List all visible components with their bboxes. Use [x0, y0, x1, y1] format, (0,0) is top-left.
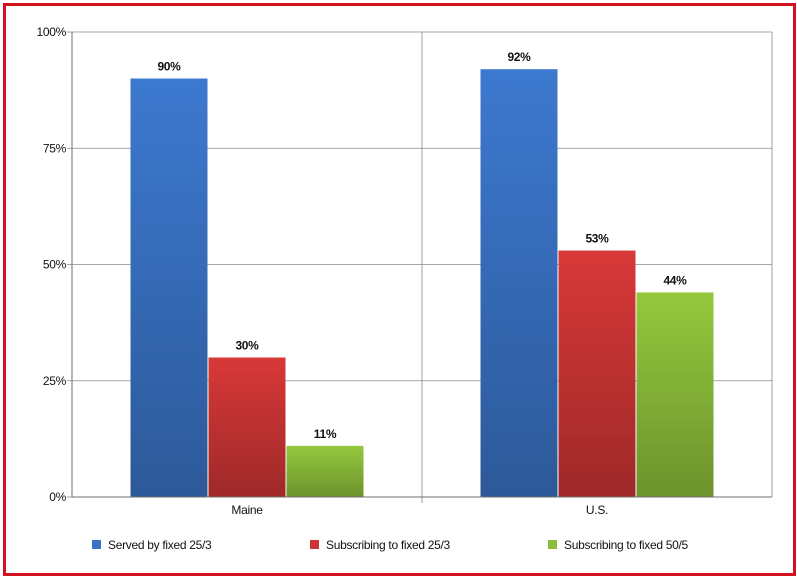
- legend-entry: Subscribing to fixed 25/3: [326, 538, 451, 552]
- bar: [480, 69, 558, 497]
- data-label: 30%: [235, 339, 259, 353]
- bars: [130, 69, 714, 497]
- legend: Served by fixed 25/3 Subscribing to fixed…: [92, 538, 689, 552]
- data-label: 11%: [314, 427, 337, 441]
- legend-swatch: [548, 540, 557, 549]
- data-label: 90%: [157, 60, 181, 74]
- data-label: 92%: [507, 50, 531, 64]
- legend-entry: Served by fixed 25/3: [108, 538, 212, 552]
- axes: 0% 25% 50% 75% 100% Maine U.S.: [37, 25, 772, 517]
- legend-swatch: [310, 540, 319, 549]
- y-tick-label: 25%: [43, 374, 67, 388]
- x-category-label: Maine: [231, 503, 263, 517]
- legend-swatch: [92, 540, 101, 549]
- data-label: 53%: [585, 232, 609, 246]
- data-labels: 90% 30% 11% 92% 53% 44%: [157, 50, 687, 441]
- y-tick-label: 75%: [43, 141, 67, 155]
- x-category-label: U.S.: [586, 503, 608, 517]
- data-label: 44%: [663, 273, 687, 287]
- y-tick-label: 0%: [49, 490, 66, 504]
- bar: [558, 250, 636, 497]
- y-tick-label: 100%: [37, 25, 67, 39]
- bar: [286, 445, 364, 497]
- bar: [130, 78, 208, 497]
- legend-entry: Subscribing to fixed 50/5: [564, 538, 689, 552]
- bar: [208, 357, 286, 497]
- bar: [636, 292, 714, 497]
- y-tick-label: 50%: [43, 258, 67, 272]
